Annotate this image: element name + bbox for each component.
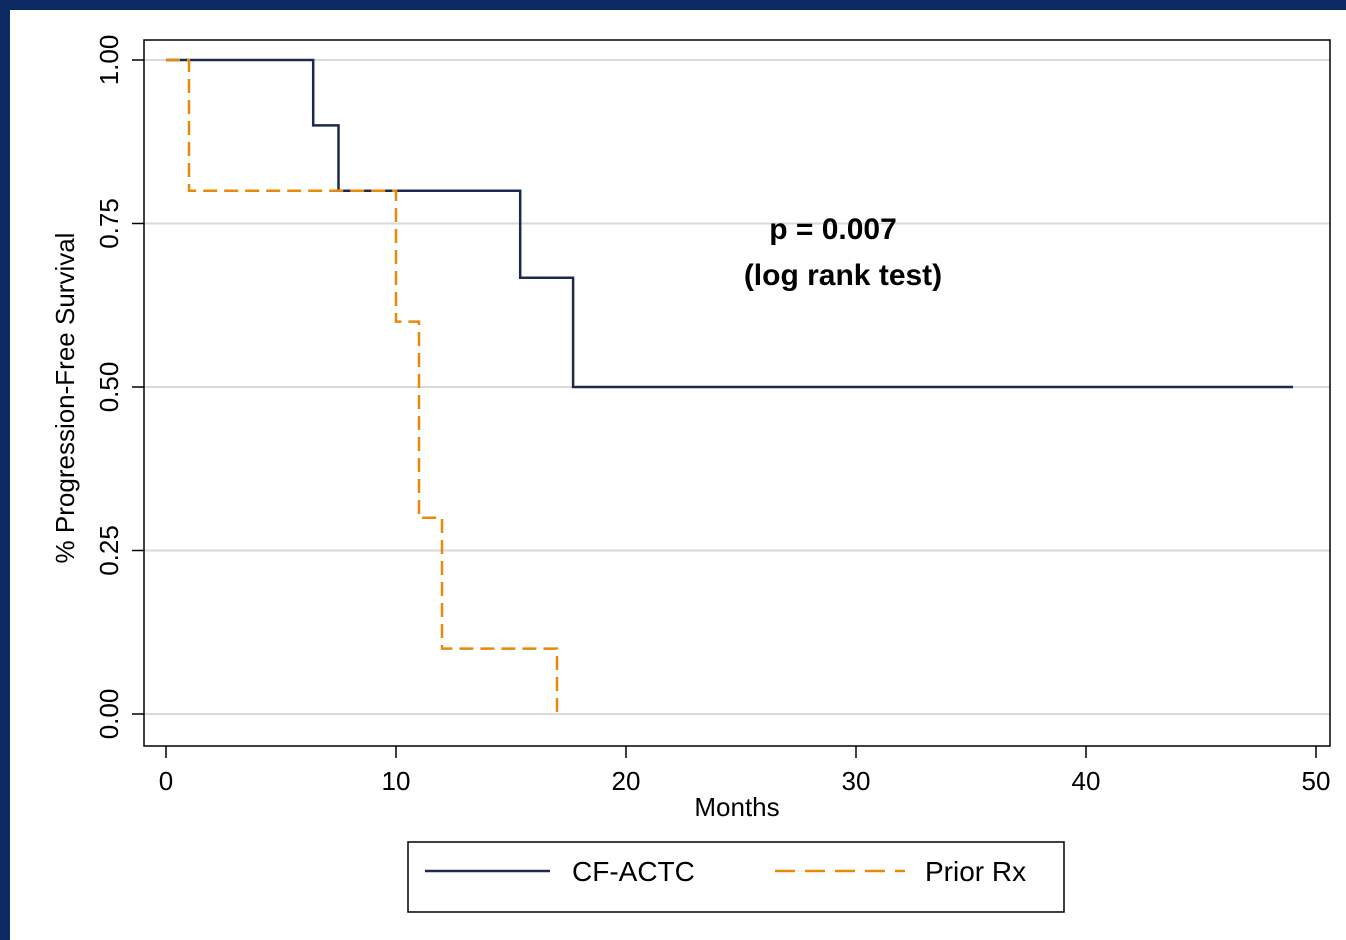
legend-label-cf-actc: CF-ACTC xyxy=(572,856,695,887)
x-tick-label: 40 xyxy=(1072,766,1101,796)
y-tick-label: 0.75 xyxy=(94,198,124,249)
chart-canvas: 0.00 0.25 0.50 0.75 1.00 0 10 20 30 40 50 Months %… xyxy=(10,10,1346,940)
plot-frame xyxy=(143,39,1331,747)
survival-chart: 0.00 0.25 0.50 0.75 1.00 0 10 20 30 40 50 Months %… xyxy=(50,35,1331,913)
x-tick-label: 30 xyxy=(842,766,871,796)
x-tick-label: 20 xyxy=(612,766,641,796)
p-value-annotation: p = 0.007 xyxy=(769,213,897,246)
test-name-annotation: (log rank test) xyxy=(744,259,942,292)
x-tick-label: 10 xyxy=(382,766,411,796)
y-tick-label: 0.50 xyxy=(94,362,124,413)
x-axis-title: Months xyxy=(694,792,779,822)
x-tick-label: 0 xyxy=(159,766,173,796)
series-line-cf-actc xyxy=(166,58,1293,389)
legend-label-prior-rx: Prior Rx xyxy=(925,856,1026,887)
y-tick-label: 0.25 xyxy=(94,525,124,576)
legend-box xyxy=(407,841,1065,913)
y-tick-label: 0.00 xyxy=(94,689,124,740)
series-line-prior-rx xyxy=(166,58,559,714)
axis-ticks: 0.00 0.25 0.50 0.75 1.00 0 10 20 30 40 50 xyxy=(94,35,1330,796)
x-tick-label: 50 xyxy=(1302,766,1331,796)
series-lines xyxy=(166,58,1293,714)
y-tick-label: 1.00 xyxy=(94,35,124,86)
legend: CF-ACTC Prior Rx xyxy=(407,841,1065,913)
y-axis-title: % Progression-Free Survival xyxy=(50,233,80,564)
